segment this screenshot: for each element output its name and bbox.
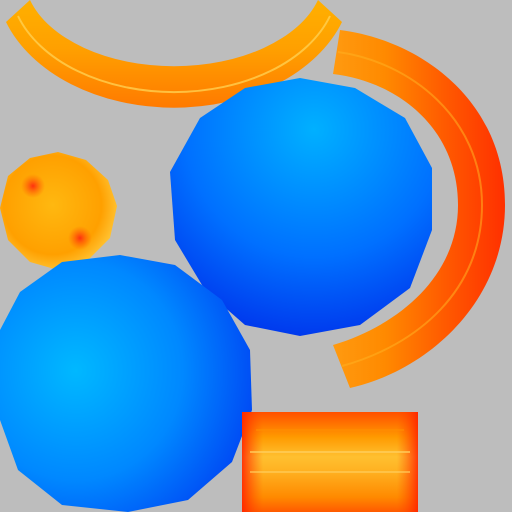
blue-ball-large-top: [170, 78, 432, 336]
orange-arc-right: [333, 30, 505, 388]
orange-tube-segment: [242, 412, 418, 512]
blue-ball-large-bottom: [0, 255, 252, 512]
orange-arc-top: [6, 0, 342, 108]
small-orange-ball: [0, 152, 117, 270]
